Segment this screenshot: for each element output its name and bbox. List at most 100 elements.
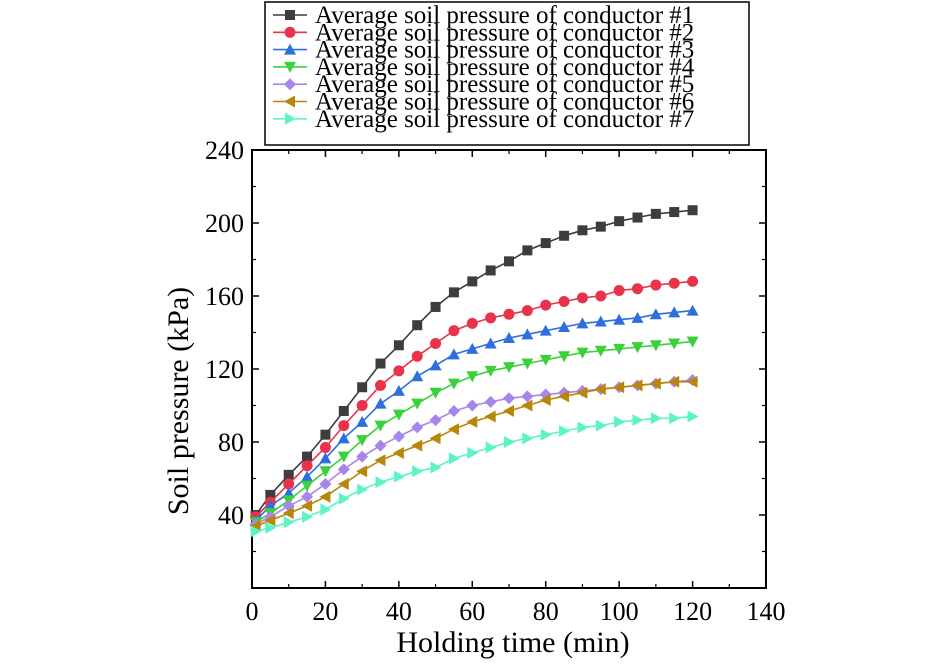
series-1-point	[577, 225, 588, 236]
series-7-point	[595, 419, 607, 432]
series-2-point	[503, 308, 515, 320]
series-2	[250, 275, 699, 523]
series-3-point	[631, 311, 644, 323]
x-tick-label: 120	[673, 597, 712, 626]
legend-swatch-marker	[285, 10, 295, 20]
series-6-point	[576, 386, 588, 399]
series-6-point	[613, 381, 625, 394]
series-6-point	[337, 477, 349, 490]
series-7-point	[650, 412, 662, 425]
y-tick-label: 200	[205, 209, 244, 238]
series-4-point	[466, 371, 479, 383]
series-5-point	[301, 490, 314, 503]
legend-label: Average soil pressure of conductor #3	[315, 37, 694, 64]
series-1-point	[265, 489, 276, 500]
series-7-point	[669, 412, 681, 425]
series-2-point	[595, 290, 607, 302]
series-2-point	[338, 420, 350, 432]
legend-box	[264, 1, 750, 146]
series-3-point	[429, 359, 442, 371]
series-3	[249, 304, 699, 526]
x-tick-label: 60	[459, 597, 485, 626]
series-2-point	[393, 365, 405, 377]
series-7-point	[614, 415, 626, 428]
series-6-point	[356, 465, 368, 478]
series-6-point	[282, 507, 294, 520]
series-1-point	[522, 245, 533, 256]
legend-label: Average soil pressure of conductor #1	[315, 2, 694, 29]
series-3-point	[613, 313, 626, 325]
series-7-point	[412, 465, 424, 478]
legend-label: Average soil pressure of conductor #5	[315, 71, 694, 98]
series-5-point	[447, 404, 460, 417]
series-4-point	[503, 362, 515, 374]
series-7	[250, 410, 699, 538]
y-tick-label: 40	[218, 501, 244, 530]
series-4-point	[631, 342, 644, 354]
series-2-point	[632, 283, 643, 295]
series-7-point	[467, 446, 479, 459]
legend-swatch-marker	[285, 112, 296, 125]
series-3-line	[255, 309, 693, 522]
series-3-point	[319, 452, 332, 464]
series-1-point	[357, 382, 368, 393]
series-7-point	[632, 414, 644, 427]
series-2-point	[283, 478, 295, 490]
series-2-point	[668, 277, 680, 289]
series-3-point	[374, 397, 387, 409]
series-7-point	[357, 483, 369, 496]
series-7-point	[338, 492, 350, 505]
legend-item-6: Average soil pressure of conductor #6	[273, 89, 694, 116]
series-7-point	[577, 421, 589, 434]
series-1-point	[687, 205, 698, 216]
series-6-point	[668, 375, 680, 388]
series-6-point	[686, 375, 698, 388]
series-6-point	[411, 439, 423, 452]
series-6-point	[466, 415, 478, 428]
series-7-point	[540, 428, 552, 441]
series-1-point	[632, 212, 643, 223]
series-3-point	[301, 470, 314, 482]
legend-item-2: Average soil pressure of conductor #2	[273, 19, 694, 46]
series-5-point	[411, 421, 424, 434]
x-tick-label: 80	[533, 597, 559, 626]
series-3-point	[649, 308, 662, 320]
series-1-point	[467, 276, 478, 287]
series-2-point	[430, 337, 442, 349]
series-2-point	[448, 325, 460, 337]
legend-item-3: Average soil pressure of conductor #3	[273, 37, 694, 64]
series-6-point	[392, 446, 404, 459]
series-6-point	[558, 390, 570, 403]
series-2-line	[255, 280, 693, 518]
series-7-point	[448, 452, 460, 465]
x-tick-label: 100	[600, 597, 639, 626]
series-3-point	[356, 415, 369, 427]
series-1	[250, 205, 698, 520]
y-tick-label: 80	[218, 428, 244, 457]
x-tick-label: 20	[312, 597, 338, 626]
series-7-point	[522, 432, 534, 445]
series-5-point	[484, 395, 497, 408]
legend-label: Average soil pressure of conductor #6	[315, 89, 694, 116]
x-tick-label: 140	[747, 597, 786, 626]
series-4-point	[686, 336, 699, 348]
series-7-point	[393, 470, 405, 483]
series-6-point	[249, 519, 261, 532]
series-6-point	[447, 423, 459, 436]
series-2-point	[687, 275, 699, 287]
series-3-point	[558, 321, 571, 333]
legend: Average soil pressure of conductor #1Ave…	[264, 1, 750, 146]
y-axis-title: Soil pressure (kPa)	[162, 287, 195, 515]
series-4-point	[539, 354, 552, 366]
series-6-point	[374, 454, 386, 467]
series-4-point	[411, 398, 424, 410]
series-1-point	[540, 238, 551, 249]
series-2-point	[521, 305, 533, 317]
series-3-point	[447, 348, 460, 360]
series-6-point	[649, 377, 661, 390]
series-4-point	[649, 340, 662, 352]
legend-item-1: Average soil pressure of conductor #1	[273, 2, 694, 29]
series-7-point	[559, 425, 571, 438]
y-tick-label: 240	[205, 136, 244, 165]
x-tick-label: 0	[246, 597, 259, 626]
